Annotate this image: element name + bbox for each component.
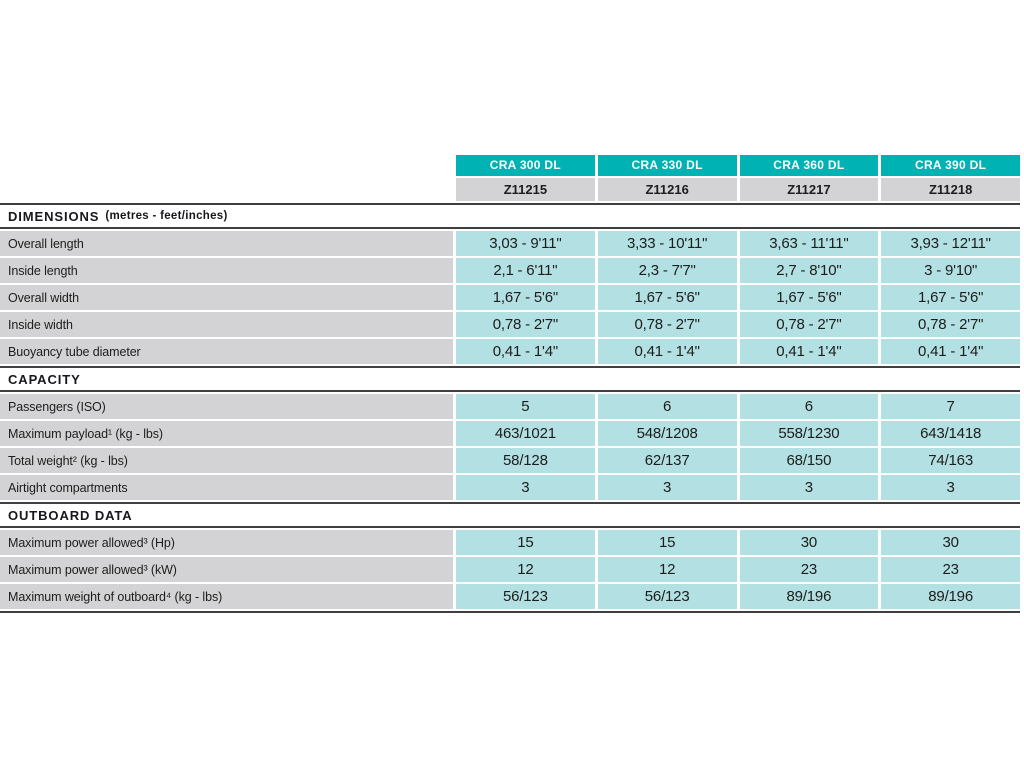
spec-row-total-weight: Total weight² (kg - lbs) 58/128 62/137 6… xyxy=(0,448,1020,473)
value-cell: 23 xyxy=(739,557,879,582)
spec-row-max-power-hp: Maximum power allowed³ (Hp) 15 15 30 30 xyxy=(0,530,1020,555)
spec-row-buoyancy-tube-diameter: Buoyancy tube diameter 0,41 - 1'4" 0,41 … xyxy=(0,339,1020,364)
spec-row-overall-width: Overall width 1,67 - 5'6" 1,67 - 5'6" 1,… xyxy=(0,285,1020,310)
row-label: Passengers (ISO) xyxy=(0,394,453,419)
value-cell: 0,41 - 1'4" xyxy=(739,339,879,364)
value-cell: 6 xyxy=(597,394,737,419)
value-cell: 30 xyxy=(881,530,1020,555)
value-cell: 3,93 - 12'11" xyxy=(881,231,1020,256)
value-cell: 463/1021 xyxy=(456,421,595,446)
value-cell: 1,67 - 5'6" xyxy=(456,285,595,310)
section-title-dimensions: DIMENSIONS (metres - feet/inches) xyxy=(0,203,1020,229)
value-cell: 2,7 - 8'10" xyxy=(739,258,879,283)
spec-row-inside-width: Inside width 0,78 - 2'7" 0,78 - 2'7" 0,7… xyxy=(0,312,1020,337)
model-header-cell: CRA 330 DL xyxy=(597,155,737,176)
value-cell: 548/1208 xyxy=(597,421,737,446)
model-code-cell: Z11215 xyxy=(456,178,595,201)
spec-row-airtight-compartments: Airtight compartments 3 3 3 3 xyxy=(0,475,1020,500)
model-code-row: Z11215 Z11216 Z11217 Z11218 xyxy=(456,178,1020,201)
value-cell: 3,33 - 10'11" xyxy=(597,231,737,256)
row-label: Buoyancy tube diameter xyxy=(0,339,453,364)
row-label: Airtight compartments xyxy=(0,475,453,500)
spec-row-passengers: Passengers (ISO) 5 6 6 7 xyxy=(0,394,1020,419)
section-title-text: DIMENSIONS xyxy=(8,208,100,224)
value-cell: 12 xyxy=(597,557,737,582)
row-label: Inside length xyxy=(0,258,453,283)
section-title-text: CAPACITY xyxy=(8,371,81,387)
value-cell: 3,63 - 11'11" xyxy=(739,231,879,256)
spec-row-max-power-kw: Maximum power allowed³ (kW) 12 12 23 23 xyxy=(0,557,1020,582)
value-cell: 3 xyxy=(456,475,595,500)
row-label: Total weight² (kg - lbs) xyxy=(0,448,453,473)
value-cell: 0,78 - 2'7" xyxy=(739,312,879,337)
model-header-cell: CRA 360 DL xyxy=(739,155,879,176)
value-cell: 58/128 xyxy=(456,448,595,473)
value-cell: 3 - 9'10" xyxy=(881,258,1020,283)
value-cell: 3 xyxy=(739,475,879,500)
table-bottom-rule xyxy=(0,611,1020,613)
value-cell: 74/163 xyxy=(881,448,1020,473)
value-cell: 89/196 xyxy=(881,584,1020,609)
section-title-capacity: CAPACITY xyxy=(0,366,1020,392)
spec-table: CRA 300 DL CRA 330 DL CRA 360 DL CRA 390… xyxy=(0,155,1020,613)
value-cell: 62/137 xyxy=(597,448,737,473)
section-title-outboard-data: OUTBOARD DATA xyxy=(0,502,1020,528)
value-cell: 15 xyxy=(456,530,595,555)
value-cell: 0,78 - 2'7" xyxy=(881,312,1020,337)
spec-row-max-outboard-weight: Maximum weight of outboard⁴ (kg - lbs) 5… xyxy=(0,584,1020,609)
row-label: Maximum power allowed³ (kW) xyxy=(0,557,453,582)
value-cell: 3,03 - 9'11" xyxy=(456,231,595,256)
model-header-row: CRA 300 DL CRA 330 DL CRA 360 DL CRA 390… xyxy=(456,155,1020,176)
row-label: Overall width xyxy=(0,285,453,310)
model-header-cell: CRA 390 DL xyxy=(881,155,1020,176)
value-cell: 3 xyxy=(597,475,737,500)
value-cell: 1,67 - 5'6" xyxy=(881,285,1020,310)
value-cell: 68/150 xyxy=(739,448,879,473)
spec-row-overall-length: Overall length 3,03 - 9'11" 3,33 - 10'11… xyxy=(0,231,1020,256)
spec-row-inside-length: Inside length 2,1 - 6'11" 2,3 - 7'7" 2,7… xyxy=(0,258,1020,283)
value-cell: 3 xyxy=(881,475,1020,500)
value-cell: 0,41 - 1'4" xyxy=(881,339,1020,364)
row-label: Maximum weight of outboard⁴ (kg - lbs) xyxy=(0,584,453,609)
value-cell: 1,67 - 5'6" xyxy=(739,285,879,310)
value-cell: 89/196 xyxy=(739,584,879,609)
model-header-cell: CRA 300 DL xyxy=(456,155,595,176)
value-cell: 7 xyxy=(881,394,1020,419)
spec-row-maximum-payload: Maximum payload¹ (kg - lbs) 463/1021 548… xyxy=(0,421,1020,446)
value-cell: 2,1 - 6'11" xyxy=(456,258,595,283)
value-cell: 2,3 - 7'7" xyxy=(597,258,737,283)
value-cell: 0,78 - 2'7" xyxy=(456,312,595,337)
model-code-cell: Z11217 xyxy=(739,178,879,201)
value-cell: 6 xyxy=(739,394,879,419)
row-label: Maximum payload¹ (kg - lbs) xyxy=(0,421,453,446)
row-label: Maximum power allowed³ (Hp) xyxy=(0,530,453,555)
row-label: Inside width xyxy=(0,312,453,337)
value-cell: 30 xyxy=(739,530,879,555)
model-code-cell: Z11218 xyxy=(881,178,1020,201)
value-cell: 23 xyxy=(881,557,1020,582)
value-cell: 5 xyxy=(456,394,595,419)
value-cell: 0,78 - 2'7" xyxy=(597,312,737,337)
value-cell: 0,41 - 1'4" xyxy=(456,339,595,364)
value-cell: 15 xyxy=(597,530,737,555)
value-cell: 56/123 xyxy=(597,584,737,609)
row-label: Overall length xyxy=(0,231,453,256)
value-cell: 643/1418 xyxy=(881,421,1020,446)
model-code-cell: Z11216 xyxy=(597,178,737,201)
value-cell: 0,41 - 1'4" xyxy=(597,339,737,364)
value-cell: 56/123 xyxy=(456,584,595,609)
value-cell: 12 xyxy=(456,557,595,582)
value-cell: 1,67 - 5'6" xyxy=(597,285,737,310)
value-cell: 558/1230 xyxy=(739,421,879,446)
section-subtitle-text: (metres - feet/inches) xyxy=(105,210,228,222)
section-title-text: OUTBOARD DATA xyxy=(8,507,133,523)
